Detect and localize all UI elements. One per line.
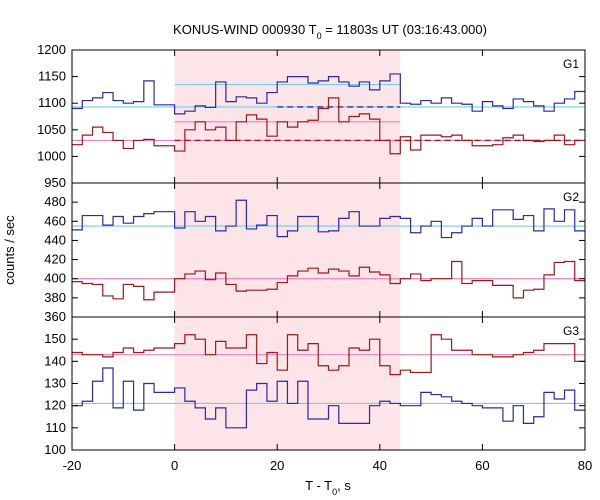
- x-tick-label: 0: [171, 458, 178, 473]
- panel-label-g3: G3: [563, 324, 579, 338]
- series-red-g3: [72, 334, 585, 376]
- chart-title-rest: = 11803s UT (03:16:43.000): [322, 22, 487, 37]
- y-tick-label: 150: [44, 331, 66, 346]
- series-blue-g1: [72, 73, 585, 115]
- series-blue-g2: [72, 199, 585, 239]
- chart-title-sub: 0: [317, 31, 322, 41]
- x-axis-title-sub: 0: [332, 487, 337, 497]
- panel-label-g2: G2: [563, 190, 579, 204]
- y-tick-label: 100: [44, 442, 66, 457]
- y-axis-title: counts / sec: [2, 215, 17, 285]
- y-tick-label: 1150: [38, 69, 66, 84]
- y-tick-label: 120: [44, 398, 66, 413]
- series-blue-g3: [72, 367, 585, 429]
- chart-title-main: KONUS-WIND 000930 T: [173, 22, 317, 37]
- y-tick-label: 1100: [38, 95, 66, 110]
- y-tick-label: 440: [44, 232, 66, 247]
- y-tick-label: 400: [44, 271, 66, 286]
- x-axis-title-main: T - T: [305, 478, 332, 493]
- y-tick-label: 950: [44, 175, 66, 190]
- y-tick-label: 140: [44, 353, 66, 368]
- series-red-g2: [72, 260, 585, 301]
- y-tick-label: 110: [45, 420, 66, 435]
- y-tick-label: 480: [44, 194, 66, 209]
- x-tick-label: 60: [475, 458, 489, 473]
- series-red-g1: [72, 97, 585, 155]
- y-tick-label: 380: [44, 290, 66, 305]
- x-tick-label: 80: [578, 458, 592, 473]
- x-tick-label: -20: [63, 458, 82, 473]
- plot-layer: 95010001050110011501200G1360380400420440…: [37, 42, 592, 473]
- y-tick-label: 1200: [37, 42, 66, 57]
- y-tick-label: 420: [44, 252, 66, 267]
- x-tick-label: 20: [270, 458, 284, 473]
- y-tick-label: 130: [44, 376, 66, 391]
- panel-label-g1: G1: [563, 57, 579, 71]
- x-axis-title-rest: , s: [337, 478, 351, 493]
- y-tick-label: 1050: [37, 122, 66, 137]
- chart-title: KONUS-WIND 000930 T0 = 11803s UT (03:16:…: [173, 22, 487, 41]
- y-tick-label: 460: [44, 213, 66, 228]
- y-tick-label: 360: [44, 309, 66, 324]
- x-tick-labels: -20 0 20 40 60 80: [63, 458, 593, 473]
- y-tick-label: 1000: [37, 148, 66, 163]
- x-tick-label: 40: [373, 458, 387, 473]
- panel-g3: 100 110 120 130 140 150 G3: [44, 316, 586, 457]
- x-axis-title: T - T0, s: [305, 478, 351, 497]
